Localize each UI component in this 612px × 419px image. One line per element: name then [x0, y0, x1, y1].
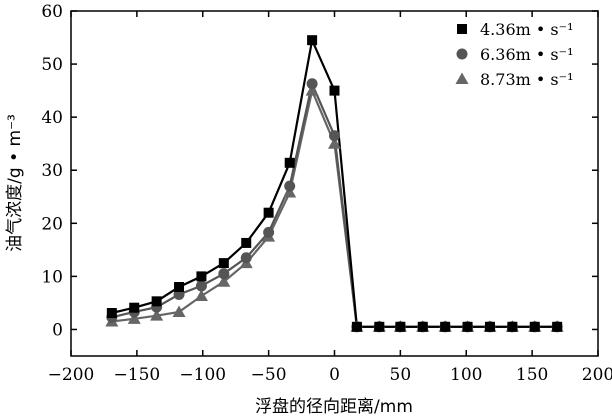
x-tick-label: 50	[390, 365, 412, 385]
data-point-square	[263, 207, 274, 218]
legend-label: 8.73m • s⁻¹	[480, 70, 573, 89]
data-point-triangle	[305, 84, 319, 96]
data-point-square	[552, 321, 563, 332]
data-point-circle	[306, 78, 318, 90]
y-tick-label: 50	[41, 55, 63, 75]
x-tick-label: 150	[516, 365, 548, 385]
y-tick-label: 60	[41, 2, 63, 22]
data-point-triangle	[127, 312, 141, 324]
data-point-square	[417, 321, 428, 332]
legend-label: 4.36m • s⁻¹	[480, 20, 573, 39]
data-point-square	[507, 321, 518, 332]
data-point-square	[218, 258, 229, 269]
data-point-square	[484, 321, 495, 332]
data-point-square	[462, 321, 473, 332]
data-point-square	[329, 85, 340, 96]
data-point-triangle	[283, 186, 297, 198]
data-point-circle	[284, 180, 296, 192]
data-point-square	[395, 321, 406, 332]
x-tick-label: 200	[582, 365, 612, 385]
data-point-circle	[263, 226, 275, 238]
data-point-square	[351, 321, 362, 332]
data-point-square	[129, 302, 140, 313]
data-point-square	[307, 35, 318, 46]
y-tick-label: 0	[52, 320, 63, 340]
x-tick-label: 0	[329, 365, 340, 385]
legend-marker-triangle	[455, 72, 469, 84]
data-point-square	[374, 321, 385, 332]
data-point-square	[106, 308, 117, 319]
axis-ticks: −200 −150 −100 −50 0 50 100 150 200 0 10 20 30 40 50 60	[41, 2, 612, 385]
series-layer	[105, 35, 564, 333]
data-point-square	[440, 321, 451, 332]
data-point-triangle	[172, 305, 186, 317]
x-tick-label: −100	[179, 365, 226, 385]
x-tick-label: −50	[251, 365, 287, 385]
data-point-circle	[218, 268, 230, 280]
legend-marker-square	[457, 24, 467, 34]
legend-label: 6.36m • s⁻¹	[480, 45, 573, 64]
data-point-triangle	[328, 137, 341, 149]
legend-marker-circle	[456, 48, 468, 60]
data-point-triangle	[150, 309, 164, 321]
y-tick-label: 20	[41, 214, 63, 234]
data-point-triangle	[217, 275, 231, 287]
data-point-square	[241, 237, 252, 248]
data-point-square	[284, 157, 295, 168]
y-tick-label: 30	[41, 161, 63, 181]
data-point-square	[151, 296, 162, 307]
data-point-circle	[240, 252, 252, 264]
data-point-square	[196, 271, 207, 282]
y-axis-title: 油气浓度/g • m⁻³	[5, 114, 25, 252]
data-point-square	[174, 282, 185, 292]
data-point-triangle	[194, 289, 208, 302]
y-tick-label: 40	[41, 108, 63, 128]
y-tick-label: 10	[41, 267, 63, 287]
x-tick-label: −150	[114, 365, 161, 385]
x-axis-title: 浮盘的径向距离/mm	[255, 397, 413, 417]
data-point-square	[529, 321, 540, 332]
data-point-circle	[329, 130, 340, 142]
legend: 4.36m • s⁻¹ 6.36m • s⁻¹ 8.73m • s⁻¹	[455, 20, 573, 89]
x-tick-label: −200	[48, 365, 95, 385]
x-tick-label: 100	[450, 365, 482, 385]
data-point-circle	[195, 280, 207, 292]
